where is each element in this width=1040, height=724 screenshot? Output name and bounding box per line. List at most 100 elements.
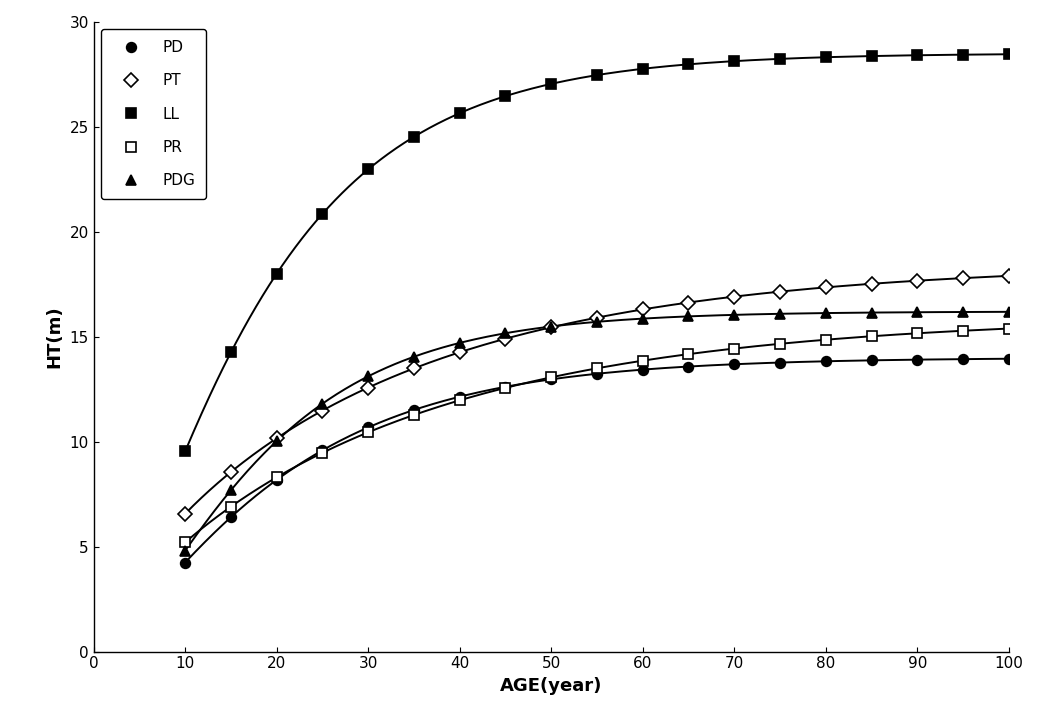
- PR: [1003, 324, 1015, 333]
- PDG: [1003, 308, 1015, 316]
- Legend: PD, PT, LL, PR, PDG: PD, PT, LL, PR, PDG: [101, 30, 206, 199]
- LL: [636, 64, 649, 73]
- PD: [1003, 355, 1015, 363]
- LL: [545, 80, 557, 88]
- LL: [408, 132, 420, 141]
- LL: [728, 56, 740, 65]
- PD: [408, 405, 420, 414]
- PT: [957, 274, 969, 282]
- PDG: [774, 309, 786, 318]
- LL: [179, 447, 191, 456]
- PD: [728, 360, 740, 369]
- PDG: [453, 339, 466, 348]
- PR: [911, 329, 924, 337]
- Line: PD: PD: [180, 354, 1014, 568]
- PT: [408, 364, 420, 373]
- PR: [957, 327, 969, 335]
- PD: [591, 369, 603, 378]
- PD: [865, 356, 878, 365]
- PR: [408, 411, 420, 419]
- PDG: [225, 486, 237, 494]
- PDG: [316, 400, 329, 408]
- Line: LL: LL: [180, 49, 1014, 456]
- Y-axis label: HT(m): HT(m): [46, 306, 63, 368]
- PT: [820, 283, 832, 292]
- PT: [545, 323, 557, 332]
- PDG: [179, 547, 191, 555]
- PT: [774, 287, 786, 296]
- PR: [499, 384, 512, 392]
- PR: [865, 332, 878, 340]
- Line: PDG: PDG: [180, 307, 1014, 555]
- PD: [225, 513, 237, 521]
- PR: [270, 473, 283, 481]
- X-axis label: AGE(year): AGE(year): [500, 677, 602, 695]
- PT: [591, 313, 603, 322]
- PDG: [270, 437, 283, 445]
- PDG: [865, 308, 878, 317]
- PD: [820, 357, 832, 366]
- PR: [728, 344, 740, 353]
- PDG: [499, 329, 512, 337]
- PT: [270, 434, 283, 442]
- PR: [774, 340, 786, 348]
- PR: [682, 350, 695, 358]
- PDG: [820, 308, 832, 317]
- LL: [865, 51, 878, 60]
- PD: [636, 366, 649, 374]
- PT: [1003, 272, 1015, 280]
- PR: [316, 448, 329, 457]
- PT: [636, 305, 649, 313]
- PT: [911, 277, 924, 285]
- PDG: [591, 318, 603, 327]
- PT: [179, 510, 191, 518]
- PR: [545, 373, 557, 382]
- PR: [636, 356, 649, 365]
- PR: [362, 428, 374, 437]
- PT: [453, 348, 466, 357]
- Line: PR: PR: [180, 324, 1014, 547]
- PD: [499, 382, 512, 391]
- PT: [728, 292, 740, 301]
- PD: [316, 446, 329, 455]
- PD: [774, 358, 786, 367]
- PD: [682, 362, 695, 371]
- PR: [591, 364, 603, 373]
- PDG: [728, 311, 740, 319]
- PDG: [682, 312, 695, 321]
- PT: [225, 468, 237, 476]
- PD: [362, 423, 374, 432]
- LL: [225, 348, 237, 357]
- PDG: [362, 372, 374, 381]
- Line: PT: PT: [180, 271, 1014, 518]
- LL: [499, 92, 512, 101]
- LL: [820, 53, 832, 62]
- PR: [225, 502, 237, 511]
- PT: [499, 334, 512, 343]
- PDG: [911, 308, 924, 316]
- PD: [270, 476, 283, 484]
- PT: [316, 406, 329, 415]
- PD: [957, 355, 969, 363]
- PT: [865, 279, 878, 288]
- PDG: [408, 353, 420, 361]
- LL: [774, 54, 786, 63]
- LL: [682, 60, 695, 69]
- PT: [362, 383, 374, 392]
- LL: [316, 209, 329, 218]
- LL: [1003, 50, 1015, 59]
- PD: [179, 558, 191, 567]
- LL: [362, 165, 374, 174]
- LL: [591, 71, 603, 80]
- PDG: [545, 322, 557, 331]
- PR: [453, 396, 466, 405]
- LL: [453, 109, 466, 117]
- PD: [911, 355, 924, 364]
- LL: [911, 51, 924, 59]
- PR: [820, 335, 832, 344]
- LL: [957, 51, 969, 59]
- PT: [682, 298, 695, 307]
- PR: [179, 538, 191, 547]
- LL: [270, 269, 283, 278]
- PD: [453, 392, 466, 401]
